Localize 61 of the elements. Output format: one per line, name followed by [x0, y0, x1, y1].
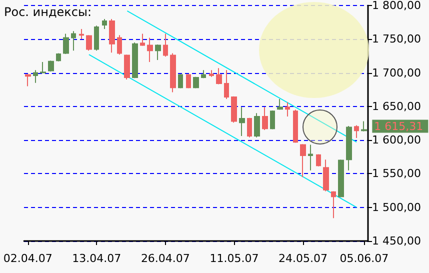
y-tick-label: 1 750,00	[372, 32, 421, 46]
y-tick-label: 1 450,00	[372, 234, 421, 248]
candlestick	[354, 124, 359, 139]
candlestick	[224, 70, 229, 100]
candlestick	[285, 102, 290, 118]
x-tick-label: 24.05.07	[278, 252, 328, 265]
candlestick	[316, 154, 321, 167]
y-tick-label: 1 600,00	[372, 134, 421, 147]
candlestick	[254, 112, 260, 138]
candlestick	[331, 190, 336, 219]
candlestick	[300, 144, 306, 178]
y-tick-label: 1 700,00	[372, 66, 421, 80]
candlestick	[25, 74, 31, 87]
candlestick	[239, 106, 245, 137]
candlestick	[86, 34, 92, 52]
candlestick	[293, 109, 298, 144]
candlestick	[79, 28, 84, 40]
candlestick	[71, 30, 76, 52]
candlestick	[361, 120, 367, 132]
candlestick	[40, 62, 46, 74]
chart-title: Рос. индексы:	[4, 5, 92, 19]
candlestick	[247, 117, 252, 138]
candlestick	[132, 42, 138, 79]
x-tick-label: 26.04.07	[140, 252, 190, 265]
candlestick	[201, 70, 206, 79]
candlestick	[277, 98, 283, 110]
candlestick	[323, 159, 329, 192]
candlestick	[270, 110, 275, 130]
y-tick-label: 1 650,00	[372, 100, 421, 113]
candlestick	[102, 18, 107, 30]
candlestick	[308, 144, 313, 171]
candlestick	[109, 18, 115, 54]
candlestick	[33, 70, 38, 84]
candlestick	[63, 33, 69, 54]
candlestick	[48, 60, 54, 72]
candlestick	[231, 96, 237, 124]
candlestick	[147, 37, 153, 63]
candlestick	[170, 52, 176, 93]
candlestick	[117, 34, 122, 56]
candlestick	[155, 44, 161, 60]
candlestick	[193, 76, 199, 89]
candlestick	[56, 52, 61, 62]
y-tick-label: 1 500,00	[372, 200, 421, 214]
candlestick	[94, 25, 99, 52]
x-tick-label: 05.06.07	[340, 252, 389, 265]
candlestick	[209, 70, 214, 78]
x-tick-label: 11.05.07	[210, 252, 259, 265]
y-tick-label: 1 550,00	[372, 167, 421, 180]
x-tick-label: 02.04.07	[3, 252, 52, 265]
candlestick	[124, 54, 130, 80]
annotation: 1 615,31	[374, 120, 424, 133]
candlestick	[186, 74, 191, 89]
candlestick	[262, 106, 268, 130]
candlestick	[338, 159, 344, 198]
candlestick	[178, 74, 183, 89]
x-tick-label: 13.04.07	[72, 252, 122, 265]
candlestick	[140, 33, 145, 46]
candlestick	[216, 68, 222, 85]
y-tick-label: 1 800,00	[372, 0, 421, 12]
candlestick	[163, 33, 168, 58]
candlestick	[346, 125, 352, 171]
